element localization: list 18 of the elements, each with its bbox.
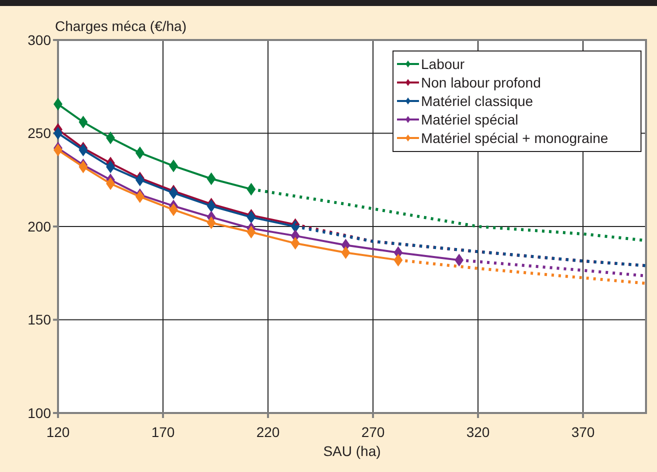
x-axis-title: SAU (ha) xyxy=(323,443,381,459)
legend-label: Non labour profond xyxy=(421,74,541,90)
legend-label: Matériel spécial xyxy=(421,111,518,128)
y-tick-label: 150 xyxy=(28,312,52,328)
x-tick-label: 320 xyxy=(466,424,490,440)
x-tick-label: 270 xyxy=(361,424,385,440)
y-tick-label: 250 xyxy=(28,125,52,142)
x-tick-label: 220 xyxy=(256,424,280,440)
x-tick-label: 120 xyxy=(46,424,70,440)
legend-label: Matériel classique xyxy=(421,92,534,109)
x-tick-label: 370 xyxy=(571,424,595,440)
y-tick-label: 100 xyxy=(28,404,52,421)
y-tick-label: 300 xyxy=(28,32,52,48)
y-axis-title: Charges méca (€/ha) xyxy=(55,18,187,34)
legend-label: Labour xyxy=(421,56,465,72)
legend-label: Matériel spécial + monograine xyxy=(421,130,608,146)
x-tick-label: 170 xyxy=(151,424,175,440)
y-tick-label: 200 xyxy=(28,218,52,234)
